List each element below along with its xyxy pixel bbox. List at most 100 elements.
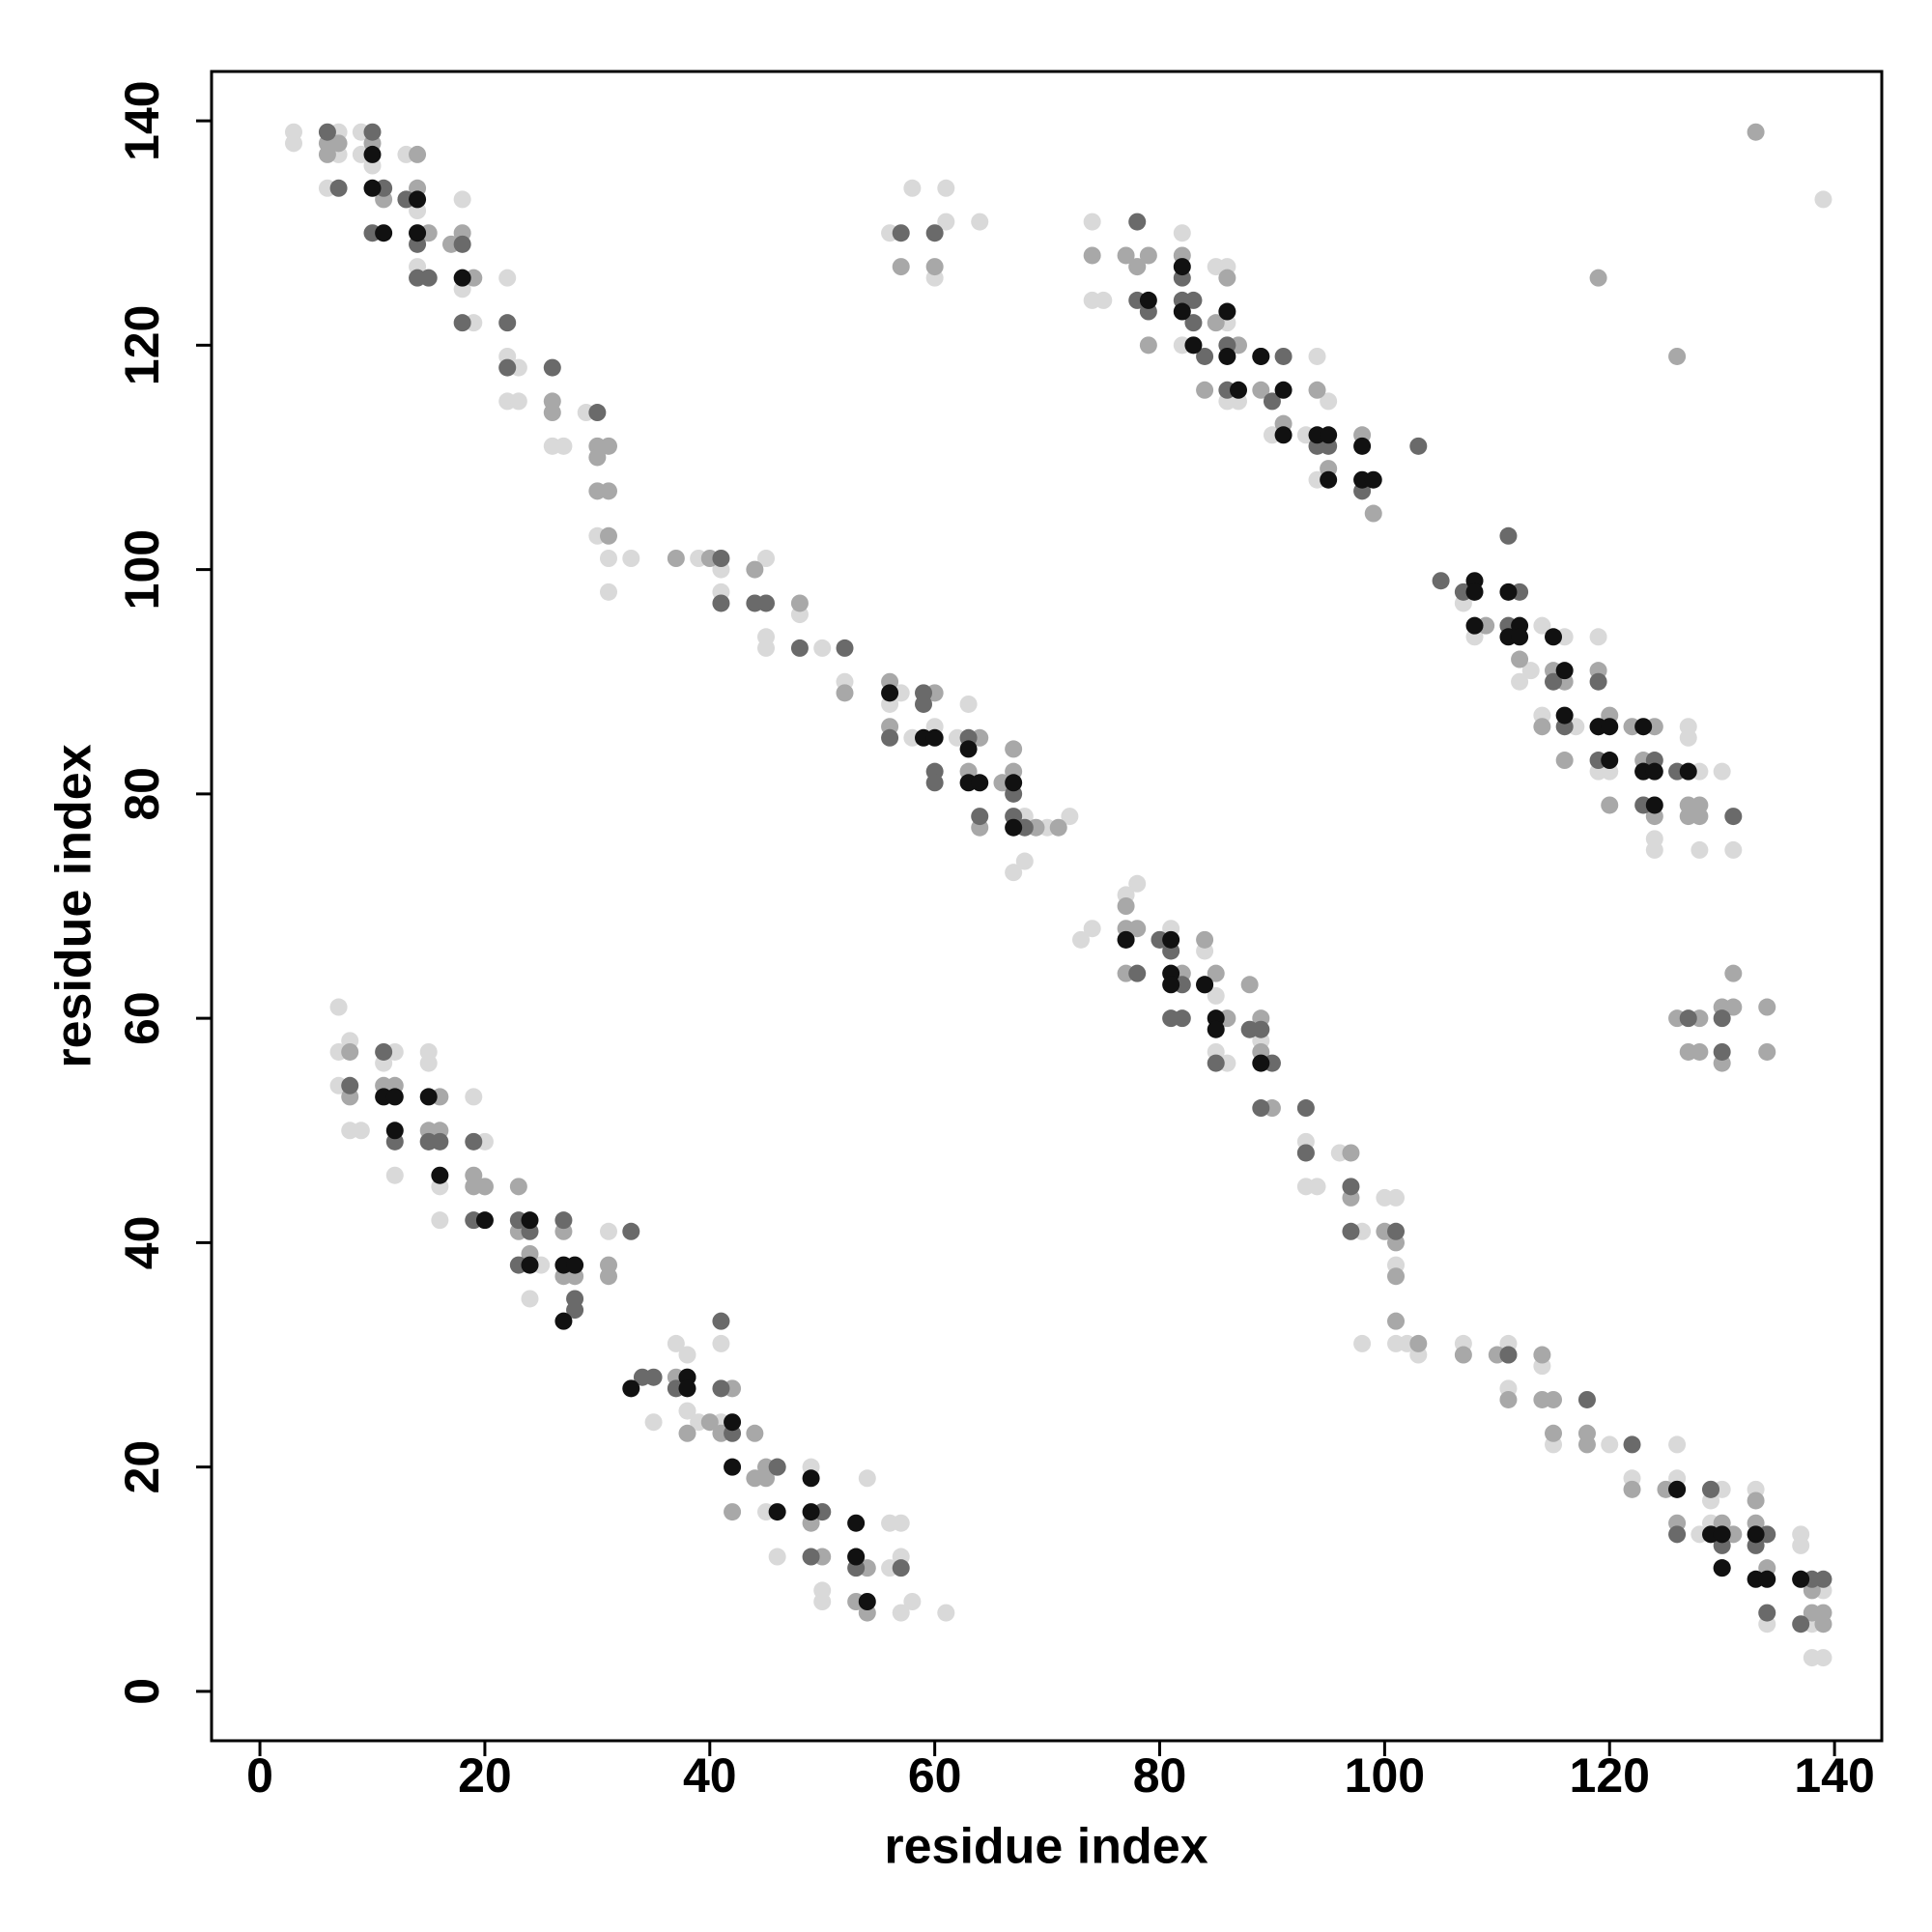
- point: [1387, 1312, 1406, 1330]
- point: [498, 314, 517, 332]
- point: [509, 392, 527, 411]
- point: [1128, 874, 1147, 893]
- point: [363, 145, 382, 163]
- point: [1274, 426, 1293, 444]
- point: [1555, 706, 1574, 724]
- point: [903, 179, 922, 197]
- point: [1668, 1525, 1687, 1544]
- point: [881, 684, 899, 702]
- x-tick-label: 80: [1133, 1748, 1187, 1803]
- x-tick-label: 0: [246, 1748, 273, 1803]
- point: [1601, 752, 1619, 770]
- point: [1342, 1144, 1360, 1162]
- point: [1173, 302, 1191, 321]
- point: [1230, 381, 1248, 399]
- point: [1792, 1570, 1810, 1588]
- point: [521, 1256, 539, 1274]
- point: [971, 774, 989, 792]
- point: [1128, 920, 1147, 938]
- point: [554, 1211, 573, 1230]
- point: [465, 1178, 483, 1196]
- point: [644, 1413, 663, 1432]
- point: [1274, 347, 1293, 365]
- point: [385, 1122, 404, 1140]
- point: [746, 1424, 764, 1442]
- x-tick-label: 40: [683, 1748, 737, 1803]
- point: [385, 1088, 404, 1106]
- y-tick-label: 60: [115, 991, 169, 1045]
- point: [1409, 437, 1428, 455]
- point: [768, 1503, 786, 1521]
- point: [1465, 616, 1484, 635]
- point: [1499, 1346, 1518, 1364]
- point: [1679, 1009, 1697, 1028]
- plot-frame: [210, 70, 1884, 1743]
- y-tick-label: 40: [115, 1216, 169, 1270]
- point: [858, 1593, 876, 1610]
- point: [1128, 258, 1147, 276]
- point: [847, 1514, 866, 1532]
- point: [768, 1458, 786, 1476]
- point: [521, 1290, 539, 1308]
- point: [1499, 1390, 1518, 1408]
- point: [465, 1132, 483, 1151]
- point: [1623, 1435, 1641, 1454]
- x-tick-label: 60: [908, 1748, 962, 1803]
- point: [836, 684, 854, 702]
- point: [1533, 616, 1551, 635]
- point: [757, 639, 776, 657]
- point: [881, 728, 899, 747]
- point: [1094, 291, 1113, 309]
- point: [1353, 437, 1372, 455]
- point: [453, 235, 471, 253]
- point: [1521, 662, 1540, 680]
- point: [802, 1469, 820, 1488]
- point: [1724, 964, 1743, 982]
- point: [1702, 1480, 1720, 1498]
- point: [1387, 1222, 1406, 1240]
- point: [1511, 672, 1529, 691]
- point: [566, 1290, 584, 1308]
- point: [1724, 840, 1743, 859]
- point: [678, 1424, 696, 1442]
- point: [1690, 840, 1709, 859]
- y-tick-label: 100: [115, 529, 169, 610]
- point: [1083, 920, 1101, 938]
- point: [1747, 1525, 1765, 1544]
- point: [1252, 1020, 1270, 1038]
- point: [600, 437, 618, 455]
- point: [1545, 1390, 1563, 1408]
- point: [802, 1548, 820, 1566]
- point: [1499, 526, 1518, 545]
- point: [1601, 1435, 1619, 1454]
- point: [712, 550, 730, 567]
- point: [352, 1122, 370, 1140]
- point: [588, 404, 607, 422]
- point: [1713, 1559, 1731, 1577]
- point: [1668, 1480, 1687, 1498]
- point: [1668, 1435, 1687, 1454]
- point: [1005, 774, 1023, 792]
- point: [453, 314, 471, 332]
- point: [1713, 1042, 1731, 1061]
- point: [1577, 1424, 1596, 1442]
- point: [600, 482, 618, 500]
- point: [1814, 190, 1833, 209]
- point: [700, 1413, 719, 1432]
- point: [678, 1379, 696, 1398]
- point: [959, 740, 978, 758]
- point: [1353, 1334, 1372, 1352]
- point: [1128, 213, 1147, 231]
- point: [1545, 628, 1563, 646]
- point: [712, 1334, 730, 1352]
- point: [1645, 762, 1663, 781]
- point: [1005, 864, 1023, 882]
- point: [858, 1469, 876, 1488]
- point: [409, 224, 427, 242]
- point: [1196, 381, 1214, 399]
- point: [1511, 650, 1529, 668]
- point: [1296, 1099, 1315, 1118]
- point: [341, 1042, 359, 1061]
- point: [1184, 336, 1203, 355]
- point: [813, 1593, 832, 1610]
